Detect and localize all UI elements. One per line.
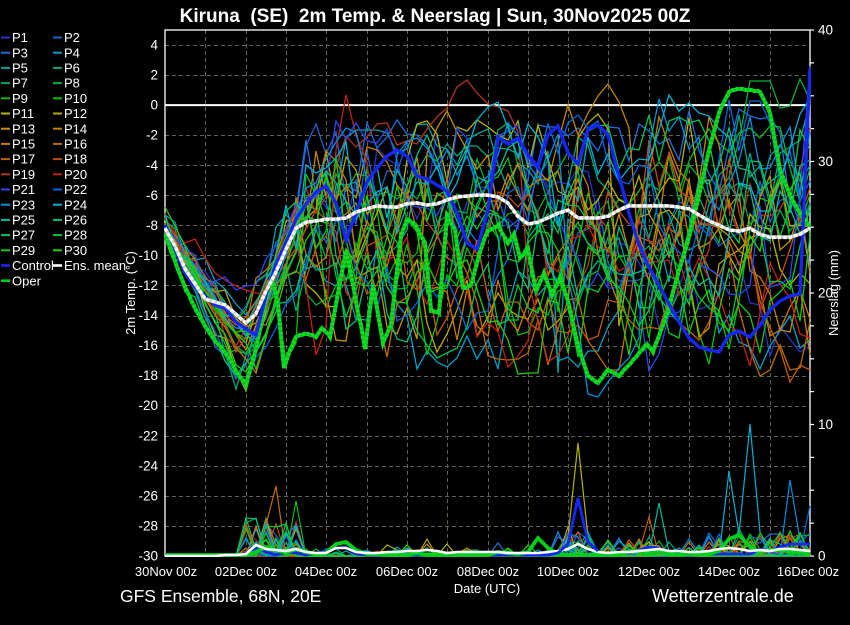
svg-text:P1: P1 — [12, 30, 28, 45]
svg-text:30: 30 — [818, 154, 833, 169]
svg-text:Neerslag (mm): Neerslag (mm) — [826, 250, 841, 336]
svg-text:P2: P2 — [64, 30, 80, 45]
svg-text:Kiruna (SE) 2m Temp. & Neers: Kiruna (SE) 2m Temp. & Neerslag | Sun, 3… — [180, 6, 691, 27]
svg-text:-4: -4 — [146, 158, 158, 173]
svg-text:14Dec 00z: 14Dec 00z — [698, 564, 760, 579]
svg-text:P17: P17 — [12, 152, 35, 167]
svg-text:0: 0 — [818, 549, 826, 564]
svg-text:P25: P25 — [12, 213, 35, 228]
svg-text:P5: P5 — [12, 61, 28, 76]
svg-text:4: 4 — [150, 38, 158, 53]
svg-text:P23: P23 — [12, 197, 35, 212]
svg-text:08Dec 00z: 08Dec 00z — [457, 564, 519, 579]
svg-text:2: 2 — [150, 68, 158, 83]
svg-text:10Dec 00z: 10Dec 00z — [537, 564, 599, 579]
svg-text:P30: P30 — [64, 243, 87, 258]
svg-text:P18: P18 — [64, 152, 87, 167]
svg-text:-30: -30 — [138, 549, 158, 564]
svg-text:2m Temp. (°C): 2m Temp. (°C) — [123, 251, 138, 335]
svg-text:P13: P13 — [12, 121, 35, 136]
svg-text:12Dec 00z: 12Dec 00z — [618, 564, 680, 579]
svg-text:02Dec 00z: 02Dec 00z — [215, 564, 277, 579]
svg-text:P14: P14 — [64, 121, 87, 136]
svg-text:Oper: Oper — [12, 273, 42, 288]
svg-text:-8: -8 — [146, 218, 158, 233]
svg-text:Control: Control — [12, 258, 54, 273]
svg-text:P10: P10 — [64, 91, 87, 106]
svg-text:-18: -18 — [138, 368, 158, 383]
svg-text:P28: P28 — [64, 228, 87, 243]
svg-text:P24: P24 — [64, 197, 87, 212]
svg-text:P8: P8 — [64, 76, 80, 91]
svg-text:P27: P27 — [12, 228, 35, 243]
svg-text:P29: P29 — [12, 243, 35, 258]
svg-text:P3: P3 — [12, 45, 28, 60]
svg-text:06Dec 00z: 06Dec 00z — [376, 564, 438, 579]
svg-text:P11: P11 — [12, 106, 34, 121]
svg-text:-22: -22 — [138, 428, 158, 443]
svg-text:P6: P6 — [64, 61, 80, 76]
svg-text:-12: -12 — [138, 278, 158, 293]
svg-text:20: 20 — [818, 286, 833, 301]
svg-text:P20: P20 — [64, 167, 87, 182]
svg-text:P7: P7 — [12, 76, 28, 91]
svg-text:0: 0 — [150, 98, 158, 113]
svg-text:P22: P22 — [64, 182, 87, 197]
svg-text:P16: P16 — [64, 137, 87, 152]
svg-text:Ens. mean: Ens. mean — [64, 258, 126, 273]
svg-text:-28: -28 — [138, 518, 158, 533]
svg-text:-16: -16 — [138, 338, 158, 353]
svg-text:GFS Ensemble, 68N, 20E: GFS Ensemble, 68N, 20E — [120, 586, 321, 606]
svg-text:P15: P15 — [12, 137, 35, 152]
svg-text:Date (UTC): Date (UTC) — [454, 581, 520, 596]
svg-text:-26: -26 — [138, 488, 158, 503]
svg-text:16Dec 00z: 16Dec 00z — [777, 564, 839, 579]
svg-text:-24: -24 — [138, 458, 158, 473]
svg-text:P21: P21 — [12, 182, 35, 197]
svg-text:30Nov 00z: 30Nov 00z — [135, 564, 197, 579]
svg-text:P12: P12 — [64, 106, 87, 121]
svg-text:Wetterzentrale.de: Wetterzentrale.de — [652, 586, 794, 606]
svg-text:P26: P26 — [64, 213, 87, 228]
svg-text:-10: -10 — [138, 248, 158, 263]
svg-text:04Dec 00z: 04Dec 00z — [295, 564, 357, 579]
svg-text:P4: P4 — [64, 45, 80, 60]
svg-text:-6: -6 — [146, 188, 158, 203]
svg-text:P19: P19 — [12, 167, 35, 182]
svg-text:-14: -14 — [138, 308, 158, 323]
svg-text:-20: -20 — [138, 398, 158, 413]
svg-text:10: 10 — [818, 417, 833, 432]
svg-text:P9: P9 — [12, 91, 28, 106]
svg-text:-2: -2 — [146, 128, 158, 143]
svg-text:40: 40 — [818, 23, 833, 38]
